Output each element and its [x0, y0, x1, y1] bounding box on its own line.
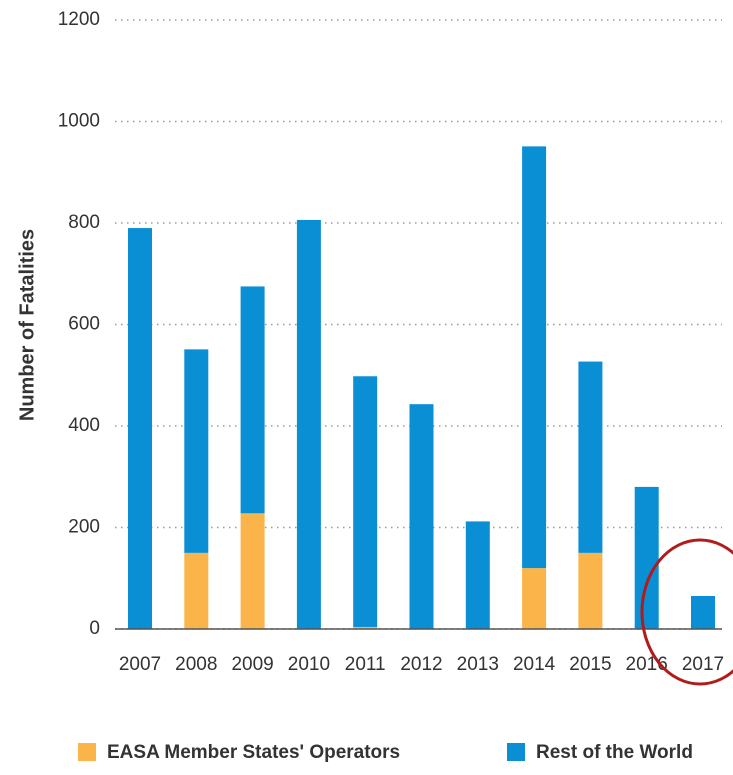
bar-segment [353, 376, 378, 627]
bar-segment [353, 626, 378, 629]
x-tick-label: 2011 [345, 654, 386, 675]
bar-segment [184, 552, 209, 629]
x-tick-label: 2015 [569, 654, 611, 675]
bar-segment [128, 228, 152, 629]
y-tick-label: 0 [89, 618, 100, 639]
x-tick-label: 2012 [400, 654, 442, 675]
bar-segment [634, 486, 659, 629]
y-tick-label: 800 [68, 212, 100, 233]
bar-segment [184, 349, 209, 553]
legend-label: EASA Member States' Operators [107, 742, 400, 763]
bar-segment [691, 596, 715, 629]
bar-segment [522, 568, 547, 629]
highlight-circle [640, 538, 733, 686]
y-tick-label: 600 [68, 314, 100, 335]
bar-segment [578, 552, 603, 629]
bar-segment [296, 219, 321, 629]
bar-segment [522, 146, 547, 569]
bar-segment [409, 404, 434, 629]
y-tick-label: 1000 [58, 111, 100, 132]
x-tick-label: 2014 [513, 654, 556, 675]
x-tick-label: 2008 [175, 654, 217, 675]
legend-swatch [78, 743, 96, 761]
x-tick-label: 2010 [288, 654, 330, 675]
y-tick-label: 1200 [58, 9, 100, 30]
x-tick-label: 2017 [682, 654, 724, 675]
y-tick-label: 200 [68, 517, 100, 538]
x-tick-label: 2013 [457, 654, 499, 675]
bar-segment [240, 286, 265, 514]
legend-label: Rest of the World [536, 742, 693, 763]
x-tick-label: 2007 [119, 654, 161, 675]
legend-swatch [507, 743, 525, 761]
bar-segment [578, 361, 603, 553]
x-tick-label: 2009 [231, 654, 273, 675]
y-tick-label: 400 [68, 415, 100, 436]
bar-segment [240, 513, 265, 629]
bar-segment [465, 521, 490, 629]
y-axis-label: Number of Fatalities [16, 229, 38, 421]
